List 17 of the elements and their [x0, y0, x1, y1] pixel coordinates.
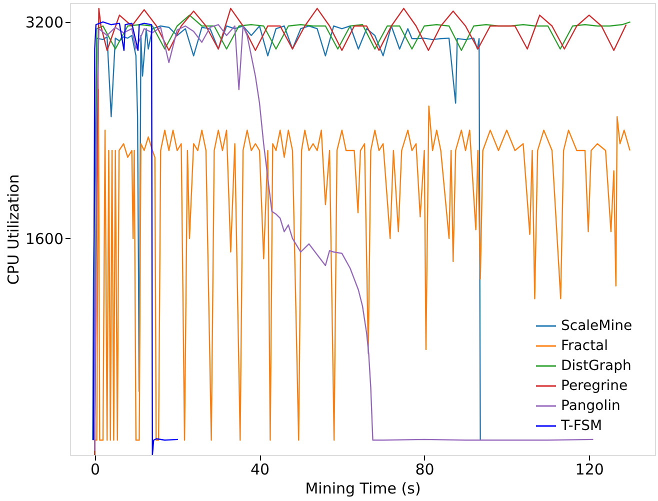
- y-tick-label: 1600: [25, 230, 64, 248]
- legend-label: Pangolin: [561, 398, 620, 414]
- legend-label: Peregrine: [561, 378, 628, 394]
- x-tick-label: 120: [575, 460, 604, 478]
- legend-label: T-FSM: [560, 418, 602, 434]
- x-axis-title: Mining Time (s): [305, 480, 421, 498]
- x-tick-label: 80: [415, 460, 434, 478]
- legend-label: ScaleMine: [561, 318, 632, 334]
- y-tick-label: 3200: [25, 13, 64, 32]
- legend-label: Fractal: [561, 338, 608, 354]
- legend-label: DistGraph: [561, 358, 632, 374]
- line-series: [92, 25, 481, 441]
- x-tick-label: 0: [90, 460, 100, 478]
- x-tick-label: 40: [250, 460, 270, 478]
- line-series: [92, 21, 179, 455]
- line-series: [94, 89, 630, 441]
- y-axis-title: CPU Utilization: [4, 174, 22, 285]
